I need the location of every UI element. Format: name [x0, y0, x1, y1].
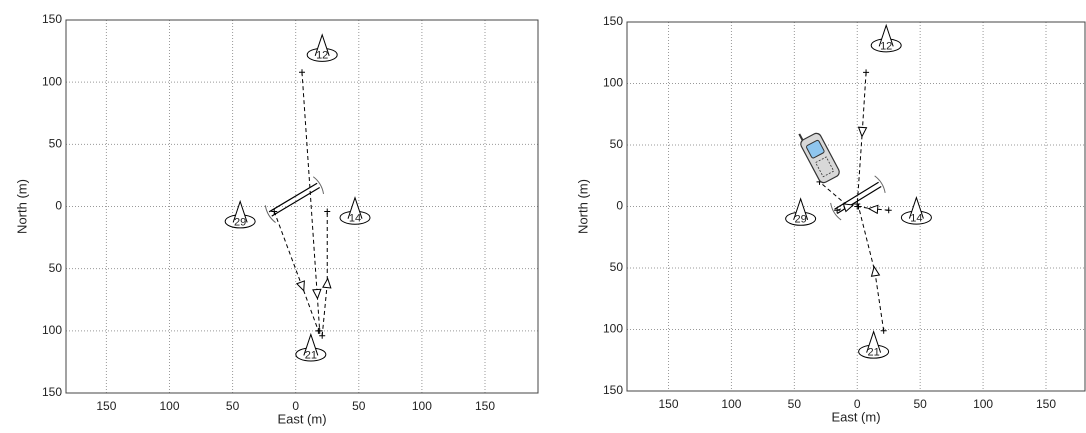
crossing-line [268, 182, 318, 213]
station: 29 [224, 199, 256, 229]
station-cone [303, 332, 319, 356]
x-tick-label: 0 [292, 399, 299, 413]
plus-marker [299, 69, 305, 76]
y-axis-label: North (m) [14, 179, 29, 234]
y-tick-label: 100 [603, 76, 623, 90]
crossing-line [271, 186, 320, 217]
x-tick-label: 50 [913, 397, 927, 411]
y-tick-label: 50 [49, 137, 63, 151]
triangle-marker [857, 126, 868, 138]
station: 12 [306, 33, 338, 62]
triangle-marker [867, 204, 879, 215]
station-label: 14 [910, 212, 922, 224]
station-label: 12 [880, 40, 892, 52]
plus-marker [319, 332, 326, 339]
station: 12 [870, 23, 902, 53]
x-tick-label: 50 [788, 397, 802, 411]
x-tick-label: 100 [412, 399, 432, 413]
plot-frame [626, 21, 1086, 392]
x-tick-label: 100 [721, 397, 741, 411]
y-tick-label: 50 [49, 261, 63, 275]
x-tick-label: 150 [1036, 397, 1056, 411]
station-cone [314, 33, 330, 56]
crossing-line [836, 185, 882, 215]
station: 29 [785, 197, 817, 226]
y-tick-label: 0 [55, 199, 62, 213]
station-label: 29 [795, 214, 807, 226]
plus-marker [324, 208, 331, 215]
x-tick-label: 100 [159, 399, 179, 413]
track [321, 211, 328, 336]
x-axis-label: East (m) [277, 411, 326, 426]
plus-marker [854, 203, 861, 210]
phone-icon [798, 132, 840, 184]
y-tick-label: 100 [42, 74, 62, 88]
y-tick-label: 150 [603, 383, 623, 397]
y-tick-label: 0 [616, 199, 623, 213]
x-tick-label: 50 [352, 399, 366, 413]
track [301, 72, 321, 331]
triangle-marker [322, 277, 332, 289]
plus-marker [271, 208, 278, 215]
y-tick-label: 100 [42, 323, 62, 337]
crossing-line [834, 181, 879, 210]
station-cone [866, 330, 882, 353]
station-cone [347, 196, 363, 219]
station-label: 14 [349, 213, 361, 225]
track [856, 72, 867, 205]
station-cone [908, 195, 924, 219]
x-tick-label: 50 [226, 399, 240, 413]
triangle-marker [295, 280, 305, 292]
plus-marker [863, 69, 870, 76]
station: 14 [900, 195, 932, 225]
x-axis-label: East (m) [831, 409, 880, 424]
plot-frame [65, 19, 539, 394]
station: 21 [858, 330, 890, 359]
station-cone [232, 199, 248, 223]
plus-marker [880, 327, 887, 334]
y-tick-label: 50 [610, 260, 624, 274]
crossing-cap [830, 202, 842, 221]
y-tick-label: 100 [603, 322, 623, 336]
track [858, 206, 885, 331]
plus-marker [885, 207, 892, 214]
x-tick-label: 0 [854, 397, 861, 411]
plus-marker [834, 207, 841, 214]
station-label: 21 [867, 347, 879, 359]
y-axis-label: North (m) [575, 179, 590, 234]
y-tick-label: 150 [42, 12, 62, 26]
track [273, 211, 319, 332]
track [819, 181, 850, 211]
y-tick-label: 150 [42, 385, 62, 399]
triangle-marker [870, 265, 881, 277]
plus-marker [315, 327, 322, 334]
station: 21 [295, 332, 327, 362]
x-tick-label: 150 [475, 399, 495, 413]
crossing-cap [264, 205, 276, 223]
station-label: 29 [234, 216, 246, 228]
station-cone [793, 197, 809, 220]
y-tick-label: 50 [610, 137, 624, 151]
x-tick-label: 150 [96, 399, 116, 413]
y-tick-label: 150 [603, 14, 623, 28]
triangle-marker [312, 288, 322, 300]
triangle-marker [842, 203, 855, 213]
crossing-cap [874, 175, 886, 193]
station-cone [878, 23, 894, 47]
station-label: 12 [316, 50, 328, 62]
x-tick-label: 100 [973, 397, 993, 411]
x-tick-label: 150 [659, 397, 679, 411]
crossing-cap [312, 176, 325, 195]
station-label: 21 [305, 349, 317, 361]
station: 14 [339, 196, 371, 225]
